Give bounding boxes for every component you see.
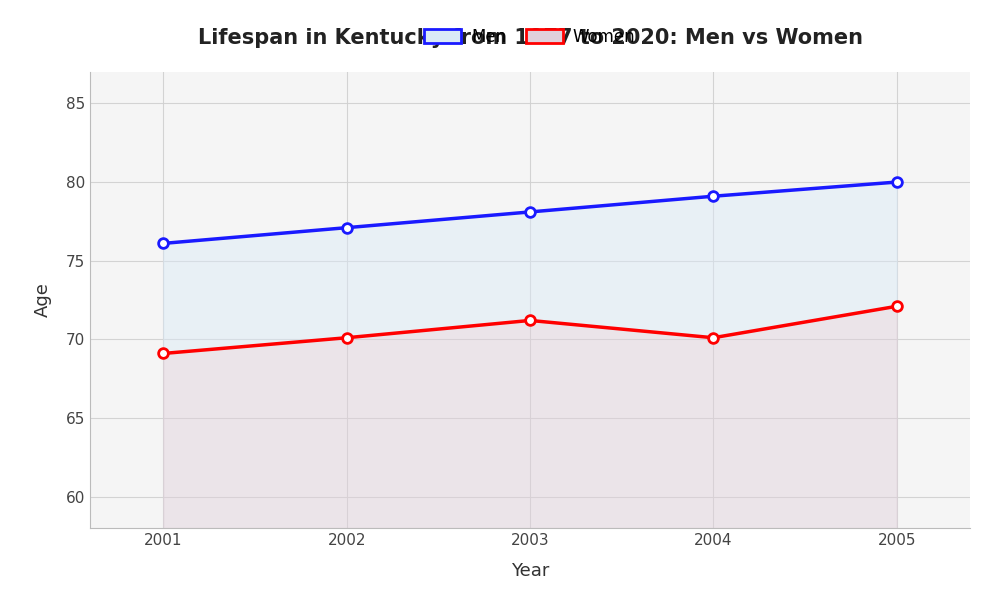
Y-axis label: Age: Age [34,283,52,317]
Title: Lifespan in Kentucky from 1977 to 2020: Men vs Women: Lifespan in Kentucky from 1977 to 2020: … [198,28,862,48]
X-axis label: Year: Year [511,562,549,580]
Legend: Men, Women: Men, Women [418,21,642,52]
